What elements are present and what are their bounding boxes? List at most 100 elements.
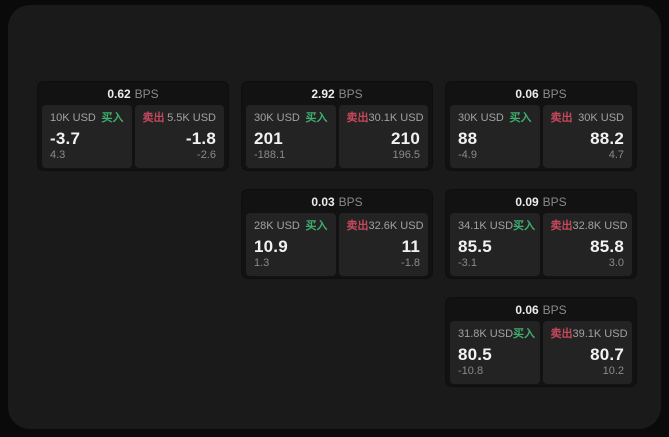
buy-pane[interactable]: 30K USD 买入 88 -4.9 (450, 105, 540, 168)
card-header: 0.06 BPS (446, 82, 636, 105)
buy-pane[interactable]: 30K USD 买入 201 -188.1 (246, 105, 336, 168)
buy-chip[interactable]: 买入 (305, 112, 328, 124)
bps-card: 0.09 BPS 34.1K USD 买入 85.5 -3.1 卖出 32.8K… (446, 190, 636, 278)
sell-price: 88.2 (590, 129, 624, 148)
bps-unit: BPS (542, 194, 567, 209)
sell-pane[interactable]: 卖出 30.1K USD 210 196.5 (338, 105, 428, 168)
bps-unit: BPS (338, 86, 363, 101)
card-body: 30K USD 买入 88 -4.9 卖出 30K USD 88.2 4.7 (446, 105, 636, 170)
pane-top: 10K USD 买入 (50, 112, 124, 125)
buy-price: -3.7 (50, 129, 81, 148)
buy-delta: -188.1 (254, 149, 286, 161)
bps-value: 2.92 (311, 86, 335, 101)
bps-value: 0.06 (515, 302, 539, 317)
buy-amount: 30K USD (254, 112, 300, 124)
bps-card: 0.06 BPS 31.8K USD 买入 80.5 -10.8 卖出 39.1… (446, 298, 636, 386)
buy-chip[interactable]: 买入 (305, 220, 328, 232)
buy-price: 85.5 (458, 237, 492, 256)
sell-chip[interactable]: 卖出 (346, 220, 369, 232)
sell-amount: 5.5K USD (167, 112, 216, 124)
card-body: 10K USD 买入 -3.7 4.3 卖出 5.5K USD -1.8 -2.… (38, 105, 228, 170)
bps-card: 0.62 BPS 10K USD 买入 -3.7 4.3 卖出 5.5K USD (38, 82, 228, 170)
sell-chip[interactable]: 卖出 (550, 220, 573, 232)
sell-chip[interactable]: 卖出 (346, 112, 369, 124)
sell-amount: 30.1K USD (368, 112, 424, 124)
pane-top: 卖出 32.8K USD (550, 220, 628, 233)
bps-value: 0.06 (515, 86, 539, 101)
buy-delta: 1.3 (254, 257, 270, 269)
bps-card: 0.06 BPS 30K USD 买入 88 -4.9 卖出 30K USD (446, 82, 636, 170)
pane-top: 28K USD 买入 (254, 220, 328, 233)
sell-amount: 30K USD (578, 112, 624, 124)
buy-chip[interactable]: 买入 (513, 328, 536, 340)
bps-value: 0.62 (107, 86, 131, 101)
sell-delta: 4.7 (608, 149, 624, 161)
buy-pane[interactable]: 34.1K USD 买入 85.5 -3.1 (450, 213, 540, 276)
sell-amount: 39.1K USD (572, 328, 628, 340)
sell-delta: 10.2 (602, 365, 624, 377)
buy-delta: -10.8 (458, 365, 484, 377)
buy-pane[interactable]: 31.8K USD 买入 80.5 -10.8 (450, 321, 540, 384)
buy-amount: 34.1K USD (458, 220, 514, 232)
buy-chip[interactable]: 买入 (101, 112, 124, 124)
sell-delta: 3.0 (608, 257, 624, 269)
sell-chip[interactable]: 卖出 (142, 112, 165, 124)
buy-pane[interactable]: 28K USD 买入 10.9 1.3 (246, 213, 336, 276)
buy-amount: 30K USD (458, 112, 504, 124)
sell-price: 210 (391, 129, 420, 148)
card-header: 0.09 BPS (446, 190, 636, 213)
sell-chip[interactable]: 卖出 (550, 328, 573, 340)
sell-price: 80.7 (590, 345, 624, 364)
pane-top: 30K USD 买入 (254, 112, 328, 125)
buy-delta: -3.1 (458, 257, 477, 269)
card-body: 30K USD 买入 201 -188.1 卖出 30.1K USD 210 1… (242, 105, 432, 170)
bps-value: 0.03 (311, 194, 335, 209)
buy-delta: 4.3 (50, 149, 66, 161)
buy-chip[interactable]: 买入 (509, 112, 532, 124)
pane-top: 卖出 30K USD (551, 112, 625, 125)
sell-amount: 32.6K USD (368, 220, 424, 232)
card-header: 0.03 BPS (242, 190, 432, 213)
sell-delta: -2.6 (197, 149, 216, 161)
pane-top: 卖出 32.6K USD (346, 220, 424, 233)
card-header: 0.06 BPS (446, 298, 636, 321)
pane-top: 卖出 39.1K USD (550, 328, 628, 341)
bps-card: 0.03 BPS 28K USD 买入 10.9 1.3 卖出 32.6K US… (242, 190, 432, 278)
card-body: 28K USD 买入 10.9 1.3 卖出 32.6K USD 11 -1.8 (242, 213, 432, 278)
card-body: 31.8K USD 买入 80.5 -10.8 卖出 39.1K USD 80.… (446, 321, 636, 386)
buy-price: 10.9 (254, 237, 288, 256)
bps-unit: BPS (542, 86, 567, 101)
bps-card: 2.92 BPS 30K USD 买入 201 -188.1 卖出 30.1K … (242, 82, 432, 170)
card-body: 34.1K USD 买入 85.5 -3.1 卖出 32.8K USD 85.8… (446, 213, 636, 278)
buy-price: 88 (458, 129, 478, 148)
sell-pane[interactable]: 卖出 32.8K USD 85.8 3.0 (542, 213, 632, 276)
app-panel: 0.62 BPS 10K USD 买入 -3.7 4.3 卖出 5.5K USD (8, 5, 661, 429)
buy-amount: 31.8K USD (458, 328, 514, 340)
sell-price: -1.8 (185, 129, 216, 148)
buy-chip[interactable]: 买入 (513, 220, 536, 232)
sell-delta: 196.5 (392, 149, 420, 161)
sell-pane[interactable]: 卖出 32.6K USD 11 -1.8 (338, 213, 428, 276)
sell-pane[interactable]: 卖出 39.1K USD 80.7 10.2 (542, 321, 632, 384)
buy-delta: -4.9 (458, 149, 477, 161)
pane-top: 34.1K USD 买入 (458, 220, 536, 233)
sell-pane[interactable]: 卖出 5.5K USD -1.8 -2.6 (134, 105, 224, 168)
pane-top: 卖出 5.5K USD (143, 112, 217, 125)
buy-amount: 10K USD (50, 112, 96, 124)
pane-top: 30K USD 买入 (458, 112, 532, 125)
buy-amount: 28K USD (254, 220, 300, 232)
buy-pane[interactable]: 10K USD 买入 -3.7 4.3 (42, 105, 132, 168)
buy-price: 201 (254, 129, 283, 148)
buy-price: 80.5 (458, 345, 492, 364)
bps-unit: BPS (338, 194, 363, 209)
sell-price: 11 (401, 237, 420, 256)
sell-price: 85.8 (590, 237, 624, 256)
card-header: 2.92 BPS (242, 82, 432, 105)
sell-pane[interactable]: 卖出 30K USD 88.2 4.7 (542, 105, 632, 168)
bps-unit: BPS (542, 302, 567, 317)
card-header: 0.62 BPS (38, 82, 228, 105)
sell-amount: 32.8K USD (572, 220, 628, 232)
sell-chip[interactable]: 卖出 (550, 112, 573, 124)
sell-delta: -1.8 (401, 257, 420, 269)
bps-unit: BPS (134, 86, 159, 101)
